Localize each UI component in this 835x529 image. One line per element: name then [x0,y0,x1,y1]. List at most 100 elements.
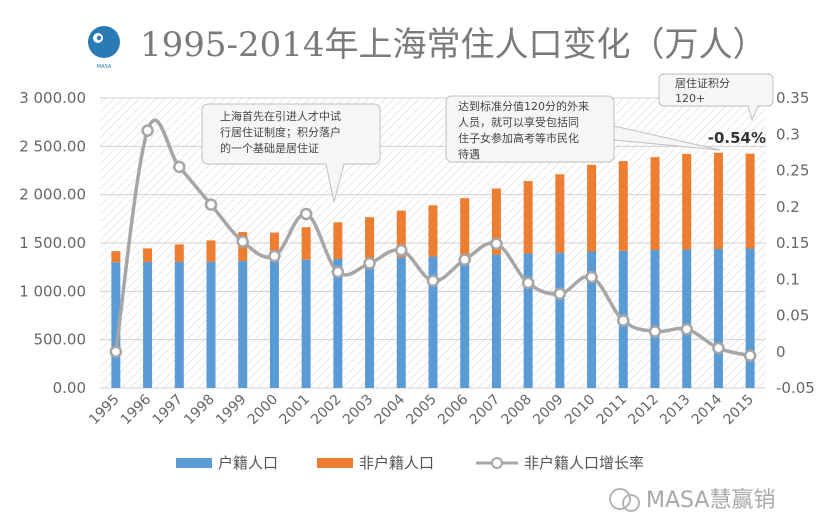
rate-point [712,341,725,355]
x-tick-label: 2003 [340,392,377,429]
bar-hukou [650,250,660,388]
rate-point [173,160,186,174]
bar-non-hukou [745,153,755,249]
bar-hukou [301,259,311,388]
callout-line: 上海首先在引进人才中试 [220,109,341,123]
bar-non-hukou [491,188,501,255]
bar-non-hukou [650,157,660,251]
x-tick-label: 1999 [213,392,250,429]
bar-non-hukou [523,181,533,254]
rate-point [585,270,598,284]
bar-hukou [745,248,755,388]
bar-non-hukou [396,210,406,258]
callout-line: 住子女参加高考等市民化 [458,131,579,145]
bar-hukou [460,255,470,388]
left-axis-ticks: 0.00 500.00 1 000.00 1 500.00 2 000.00 2 500.… [19,89,86,397]
y-right-tick-label: 0.15 [776,234,809,252]
rate-point [617,314,630,327]
y-right-tick-label: -0.05 [776,379,815,397]
x-tick-label: 1998 [181,392,218,429]
bar-hukou [174,261,184,388]
x-tick-label: 2011 [594,392,631,429]
bar-hukou [523,253,533,388]
bar-hukou [206,261,216,388]
bars [111,152,755,388]
bar-non-hukou [301,227,311,260]
rate-point [363,257,376,270]
legend-label-rate: 非户籍人口增长率 [524,454,644,472]
bar-non-hukou [713,152,723,249]
x-tick-label: 2000 [245,392,282,429]
y-left-tick-label: 3 000.00 [19,89,86,107]
callout-line: 120+ [675,92,705,105]
legend-label-hukou: 户籍人口 [218,454,278,472]
bar-hukou [269,260,279,388]
y-left-tick-label: 1 000.00 [19,282,86,300]
masa-logo: MASA [88,26,120,70]
legend-swatch-non-hukou [317,458,353,468]
y-right-tick-label: 0.2 [776,198,800,216]
y-left-tick-label: 2 000.00 [19,186,86,204]
callout-line: 待遇 [458,147,480,161]
legend: 户籍人口 非户籍人口 非户籍人口增长率 [176,454,644,472]
rate-point [109,345,123,358]
bar-non-hukou [333,222,343,260]
callout-text-2010: 达到标准分值120分的外来 人员，就可以享受包括同 住子女参加高考等市民化 待遇 [458,99,593,161]
y-right-tick-label: 0.05 [776,307,809,325]
callout-line: 行居住证制度；积分落户 [220,125,341,139]
y-left-tick-label: 0.00 [53,379,86,397]
bar-non-hukou [206,240,216,262]
rate-point [331,265,345,279]
bar-non-hukou [143,248,153,262]
bar-hukou [396,257,406,388]
callout-line: 的一个基础是居住证 [220,141,319,155]
bar-non-hukou [460,198,470,256]
rate-point [490,237,503,250]
legend-swatch-hukou [176,458,212,468]
x-tick-label: 2012 [625,392,662,429]
y-right-tick-label: 0.3 [776,125,800,143]
bar-non-hukou [587,164,597,252]
rate-point [268,249,281,263]
bar-non-hukou [111,251,121,263]
bar-hukou [143,261,153,388]
callout-line: 居住证积分 [675,76,730,90]
x-tick-label: 2015 [720,392,757,429]
x-tick-label: 2002 [308,392,345,429]
x-tick-label: 1997 [150,392,187,429]
y-left-tick-label: 500.00 [34,331,87,349]
bar-hukou [555,252,565,388]
chart-title: 1995-2014年上海常住人口变化（万人） [140,25,767,65]
rate-point [648,325,662,338]
last-value-label: -0.54% [708,129,766,147]
bar-non-hukou [174,244,184,262]
callout-text-2002: 上海首先在引进人才中试 行居住证制度；积分落户 的一个基础是居住证 [220,109,345,155]
right-axis-ticks: -0.05 0 0.05 0.1 0.15 0.2 0.25 0.3 0.35 [776,89,815,397]
bar-hukou [111,262,121,388]
bar-non-hukou [555,174,565,253]
bar-hukou [587,251,597,388]
bar-hukou [333,259,343,388]
rate-point [680,323,693,336]
x-tick-label: 2010 [562,392,599,429]
callout-policy-2010: 达到标准分值120分的外来 人员，就可以享受包括同 住子女参加高考等市民化 待遇 [445,95,721,163]
rate-point [458,253,471,266]
bar-non-hukou [365,217,375,259]
x-axis-ticks: 1995199619971998199920002001200220032004… [86,391,757,428]
x-tick-label: 2006 [435,391,472,428]
callout-line: 达到标准分值120分的外来 [458,99,589,113]
callout-line: 人员，就可以享受包括同 [458,115,579,129]
watermark: MASA慧赢销 [609,488,775,513]
y-right-tick-label: 0.25 [776,162,809,180]
logo-text: MASA [97,64,112,70]
rate-point [236,235,249,248]
bar-non-hukou [269,232,279,261]
x-tick-label: 1996 [118,391,155,428]
rate-point [426,274,440,287]
x-tick-label: 2013 [657,392,694,429]
bar-non-hukou [618,161,628,251]
x-tick-label: 1995 [86,392,123,429]
x-tick-label: 2005 [403,392,440,429]
rate-point [141,124,154,137]
x-tick-label: 2008 [498,392,535,429]
